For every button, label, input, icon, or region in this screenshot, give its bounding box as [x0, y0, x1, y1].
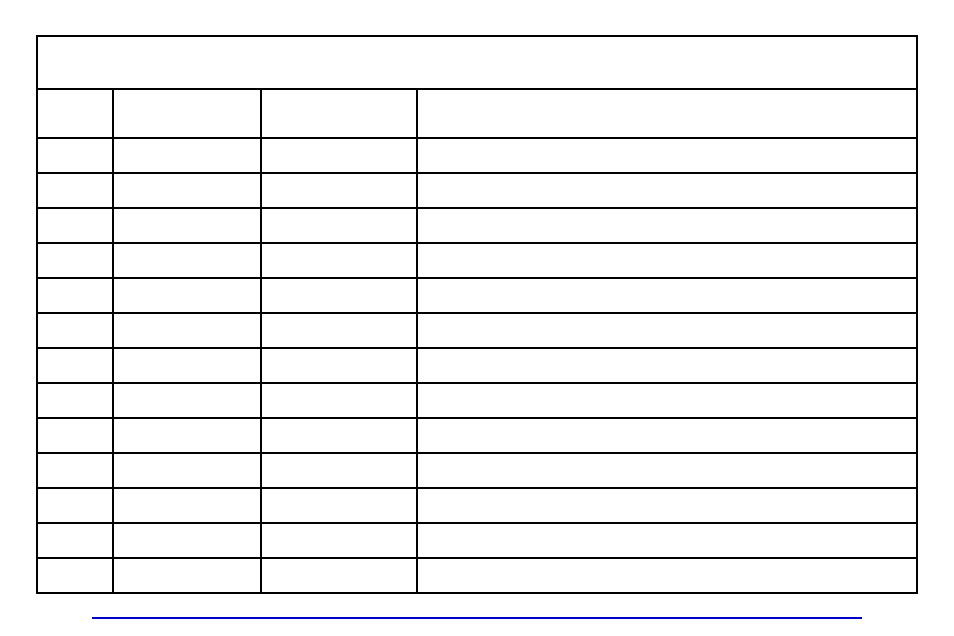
table-cell	[261, 138, 417, 173]
table-row	[37, 243, 917, 278]
table-row	[37, 278, 917, 313]
table-cell	[417, 348, 917, 383]
table-cell	[261, 453, 417, 488]
table-title-cell	[37, 36, 917, 89]
table-header-cell	[113, 89, 261, 138]
table-cell	[113, 453, 261, 488]
data-table	[36, 35, 918, 594]
table-cell	[417, 523, 917, 558]
table-cell	[37, 208, 113, 243]
table-cell	[113, 243, 261, 278]
table-cell	[417, 453, 917, 488]
table-row	[37, 208, 917, 243]
table-cell	[37, 488, 113, 523]
table-title-row	[37, 36, 917, 89]
table-cell	[113, 138, 261, 173]
table-cell	[417, 243, 917, 278]
table-cell	[37, 243, 113, 278]
horizontal-rule	[92, 617, 862, 619]
table-cell	[261, 558, 417, 593]
table-cell	[113, 418, 261, 453]
table-cell	[417, 558, 917, 593]
table-row	[37, 488, 917, 523]
table-cell	[113, 278, 261, 313]
table-row	[37, 453, 917, 488]
table-cell	[37, 138, 113, 173]
table-header-cell	[261, 89, 417, 138]
table-cell	[261, 348, 417, 383]
table-cell	[417, 313, 917, 348]
table-container	[36, 35, 918, 594]
table-row	[37, 313, 917, 348]
table-cell	[417, 488, 917, 523]
table-cell	[261, 488, 417, 523]
table-header-row	[37, 89, 917, 138]
table-cell	[261, 313, 417, 348]
table-cell	[37, 453, 113, 488]
table-row	[37, 138, 917, 173]
table-cell	[261, 278, 417, 313]
table-cell	[261, 523, 417, 558]
table-cell	[113, 208, 261, 243]
table-cell	[113, 523, 261, 558]
table-cell	[113, 348, 261, 383]
table-header-cell	[37, 89, 113, 138]
table-row	[37, 173, 917, 208]
table-cell	[417, 173, 917, 208]
table-cell	[261, 243, 417, 278]
table-cell	[261, 173, 417, 208]
table-cell	[113, 313, 261, 348]
table-cell	[113, 173, 261, 208]
table-cell	[37, 558, 113, 593]
table-header-cell	[417, 89, 917, 138]
table-row	[37, 348, 917, 383]
table-cell	[417, 383, 917, 418]
table-cell	[37, 313, 113, 348]
table-cell	[113, 383, 261, 418]
table-cell	[417, 208, 917, 243]
table-cell	[417, 418, 917, 453]
table-cell	[37, 348, 113, 383]
table-cell	[37, 418, 113, 453]
table-cell	[417, 278, 917, 313]
table-cell	[261, 418, 417, 453]
table-cell	[37, 173, 113, 208]
table-cell	[113, 558, 261, 593]
table-row	[37, 558, 917, 593]
table-cell	[37, 278, 113, 313]
table-row	[37, 383, 917, 418]
table-cell	[261, 208, 417, 243]
table-cell	[261, 383, 417, 418]
table-cell	[113, 488, 261, 523]
table-cell	[37, 523, 113, 558]
table-row	[37, 418, 917, 453]
table-cell	[37, 383, 113, 418]
table-row	[37, 523, 917, 558]
table-cell	[417, 138, 917, 173]
